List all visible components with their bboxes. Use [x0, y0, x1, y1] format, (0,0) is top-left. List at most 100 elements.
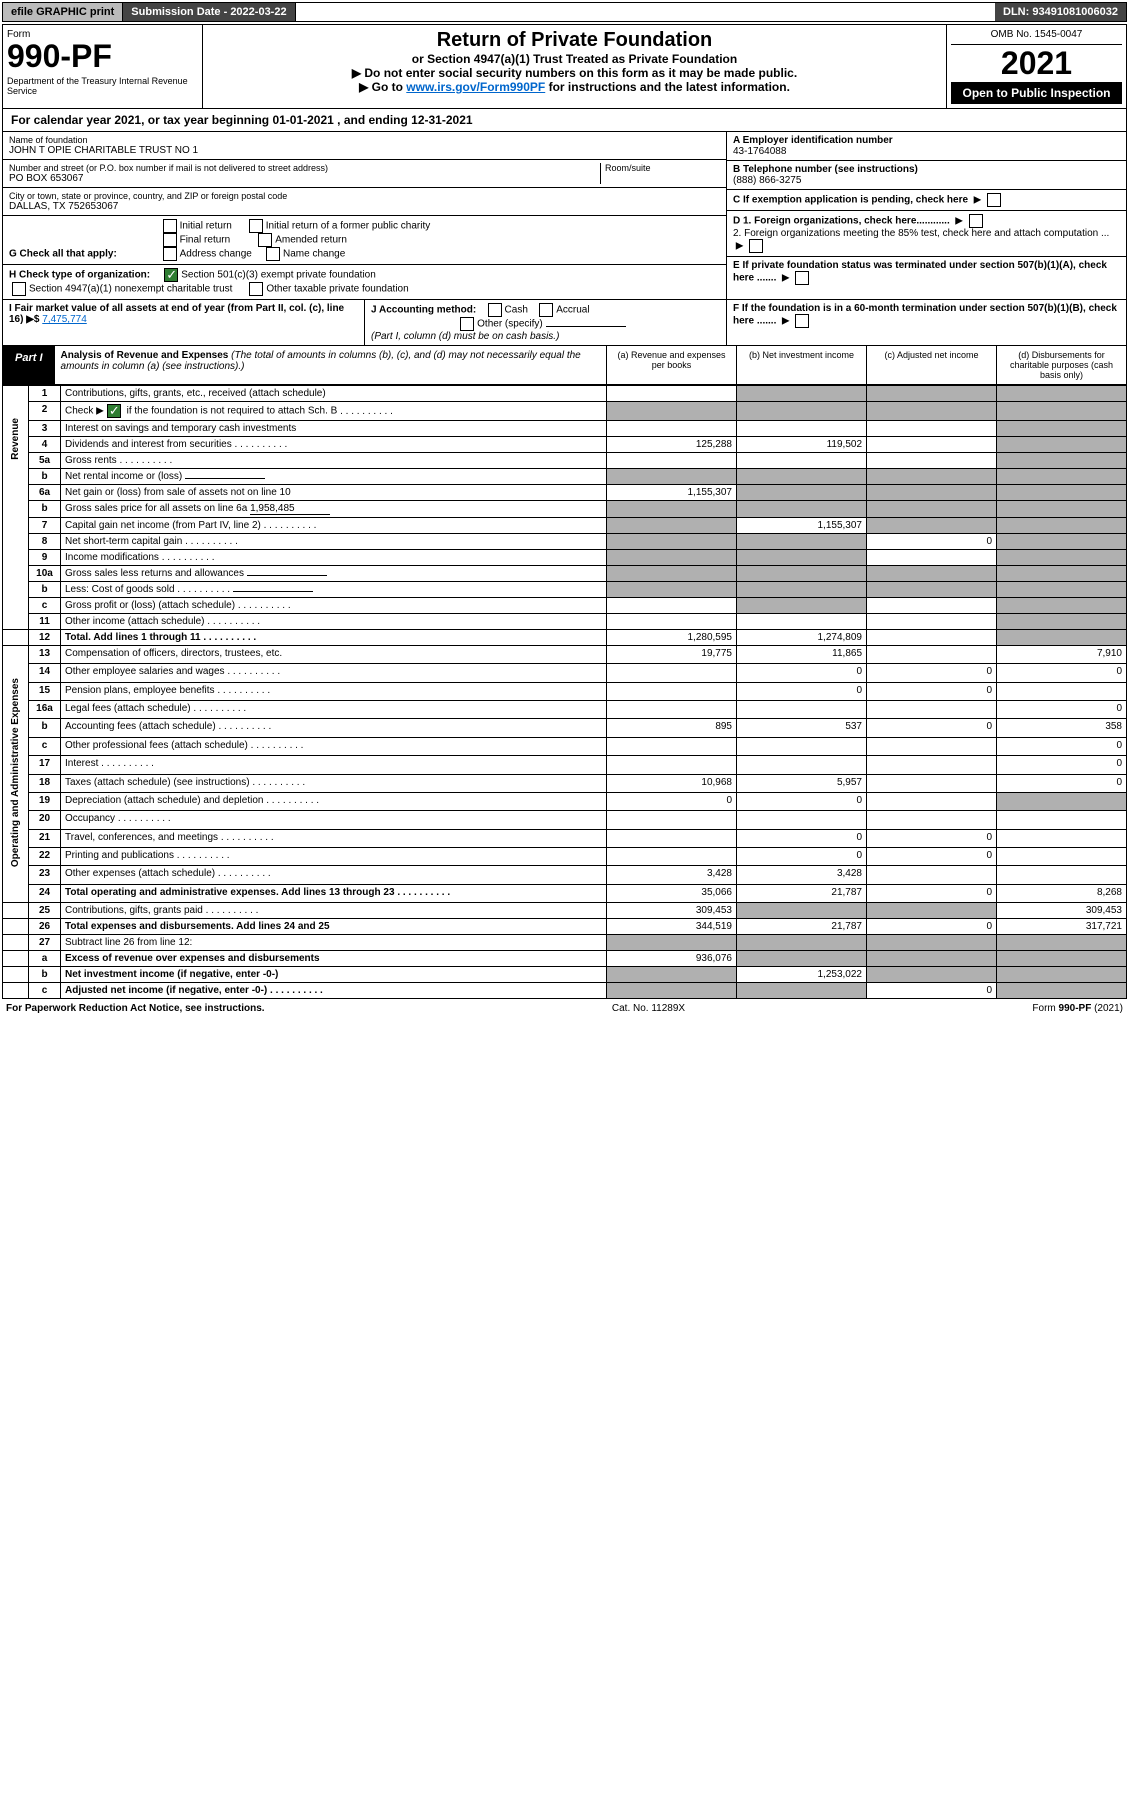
tax-year: 2021: [951, 45, 1122, 82]
info-section: Name of foundation JOHN T OPIE CHARITABL…: [2, 132, 1127, 300]
r16b-b: 537: [737, 719, 867, 737]
form-title: Return of Private Foundation: [207, 29, 942, 52]
form-note2: ▶ Go to www.irs.gov/Form990PF for instru…: [207, 80, 942, 94]
r23-num: 23: [29, 866, 61, 884]
cash-label: Cash: [505, 305, 528, 316]
r21-num: 21: [29, 829, 61, 847]
r27b-desc: Net investment income (if negative, ente…: [61, 967, 607, 983]
s4947-checkbox[interactable]: [12, 282, 26, 296]
c-label: C If exemption application is pending, c…: [733, 195, 968, 206]
dept-treasury: Department of the Treasury Internal Reve…: [7, 76, 198, 96]
c-checkbox[interactable]: [987, 193, 1001, 207]
r24-num: 24: [29, 884, 61, 902]
r2-desc: Check ▶ if the foundation is not require…: [61, 402, 607, 421]
name-change-label: Name change: [283, 249, 345, 260]
other-tax-checkbox[interactable]: [249, 282, 263, 296]
r6a-num: 6a: [29, 485, 61, 501]
r22-c: 0: [867, 847, 997, 865]
r16a-d: 0: [997, 701, 1127, 719]
top-bar: efile GRAPHIC print Submission Date - 20…: [2, 2, 1127, 22]
r5b-desc: Net rental income or (loss): [61, 469, 607, 485]
form-header: Form 990-PF Department of the Treasury I…: [2, 24, 1127, 109]
r10c-desc: Gross profit or (loss) (attach schedule): [61, 598, 607, 614]
r26-c: 0: [867, 919, 997, 935]
form-subtitle: or Section 4947(a)(1) Trust Treated as P…: [207, 52, 942, 66]
r23-desc: Other expenses (attach schedule): [61, 866, 607, 884]
r21-c: 0: [867, 829, 997, 847]
r25-a: 309,453: [607, 903, 737, 919]
initial-return-checkbox[interactable]: [163, 219, 177, 233]
r6a-a: 1,155,307: [607, 485, 737, 501]
r26-desc: Total expenses and disbursements. Add li…: [61, 919, 607, 935]
r2-num: 2: [29, 402, 61, 421]
r4-b: 119,502: [737, 437, 867, 453]
r20-num: 20: [29, 811, 61, 829]
r17-num: 17: [29, 756, 61, 774]
addr-change-checkbox[interactable]: [163, 247, 177, 261]
r20-desc: Occupancy: [61, 811, 607, 829]
dln: DLN: 93491081006032: [995, 3, 1126, 21]
accrual-checkbox[interactable]: [539, 303, 553, 317]
r18-d: 0: [997, 774, 1127, 792]
r13-num: 13: [29, 646, 61, 664]
addr-label: Number and street (or P.O. box number if…: [9, 163, 600, 173]
form-note1: ▶ Do not enter social security numbers o…: [207, 66, 942, 80]
r7-desc: Capital gain net income (from Part IV, l…: [61, 518, 607, 534]
other-checkbox[interactable]: [460, 317, 474, 331]
initial-return-label: Initial return: [180, 221, 232, 232]
s501-checkbox[interactable]: [164, 268, 178, 282]
d2-checkbox[interactable]: [749, 239, 763, 253]
d1-label: D 1. Foreign organizations, check here..…: [733, 216, 950, 227]
cash-checkbox[interactable]: [488, 303, 502, 317]
footer: For Paperwork Reduction Act Notice, see …: [2, 1001, 1127, 1016]
r6a-desc: Net gain or (loss) from sale of assets n…: [61, 485, 607, 501]
r8-desc: Net short-term capital gain: [61, 534, 607, 550]
foundation-city: DALLAS, TX 752653067: [9, 201, 720, 212]
e-checkbox[interactable]: [795, 271, 809, 285]
f-checkbox[interactable]: [795, 314, 809, 328]
part1-header: Part I Analysis of Revenue and Expenses …: [2, 346, 1127, 385]
r5a-desc: Gross rents: [61, 453, 607, 469]
h-label: H Check type of organization:: [9, 270, 150, 281]
revenue-side-label: Revenue: [3, 386, 29, 630]
efile-print-btn[interactable]: efile GRAPHIC print: [3, 3, 123, 21]
final-return-checkbox[interactable]: [163, 233, 177, 247]
ein-label: A Employer identification number: [733, 135, 1120, 146]
d2-label: 2. Foreign organizations meeting the 85%…: [733, 228, 1109, 239]
r12-desc: Total. Add lines 1 through 11: [61, 630, 607, 646]
r6b-desc: Gross sales price for all assets on line…: [61, 501, 607, 518]
schb-checkbox[interactable]: [107, 404, 121, 418]
g-label: G Check all that apply:: [9, 249, 117, 260]
r27a-desc: Excess of revenue over expenses and disb…: [61, 951, 607, 967]
r16b-desc: Accounting fees (attach schedule): [61, 719, 607, 737]
part1-title: Analysis of Revenue and Expenses: [61, 350, 229, 361]
r18-a: 10,968: [607, 774, 737, 792]
j-label: J Accounting method:: [371, 305, 476, 316]
r10a-num: 10a: [29, 566, 61, 582]
r21-desc: Travel, conferences, and meetings: [61, 829, 607, 847]
r12-b: 1,274,809: [737, 630, 867, 646]
j-note: (Part I, column (d) must be on cash basi…: [371, 331, 559, 342]
other-tax-label: Other taxable private foundation: [266, 284, 408, 295]
d1-checkbox[interactable]: [969, 214, 983, 228]
r25-d: 309,453: [997, 903, 1127, 919]
r26-d: 317,721: [997, 919, 1127, 935]
r16a-desc: Legal fees (attach schedule): [61, 701, 607, 719]
note2-pre: ▶ Go to: [359, 80, 406, 94]
amended-return-checkbox[interactable]: [258, 233, 272, 247]
r6b-v: 1,958,485: [250, 503, 330, 515]
r15-desc: Pension plans, employee benefits: [61, 682, 607, 700]
r16b-d: 358: [997, 719, 1127, 737]
main-table: Revenue 1 Contributions, gifts, grants, …: [2, 385, 1127, 999]
initial-former-checkbox[interactable]: [249, 219, 263, 233]
note2-post: for instructions and the latest informat…: [545, 80, 790, 94]
name-change-checkbox[interactable]: [266, 247, 280, 261]
irs-link[interactable]: www.irs.gov/Form990PF: [406, 80, 545, 94]
r5b-num: b: [29, 469, 61, 485]
r25-desc: Contributions, gifts, grants paid: [61, 903, 607, 919]
r21-b: 0: [737, 829, 867, 847]
f-label: F If the foundation is in a 60-month ter…: [733, 303, 1117, 327]
part1-label: Part I: [3, 346, 55, 384]
r9-num: 9: [29, 550, 61, 566]
i-value-link[interactable]: 7,475,774: [42, 314, 87, 325]
